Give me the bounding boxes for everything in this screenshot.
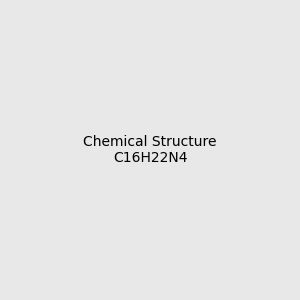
Text: Chemical Structure
C16H22N4: Chemical Structure C16H22N4 <box>83 135 217 165</box>
